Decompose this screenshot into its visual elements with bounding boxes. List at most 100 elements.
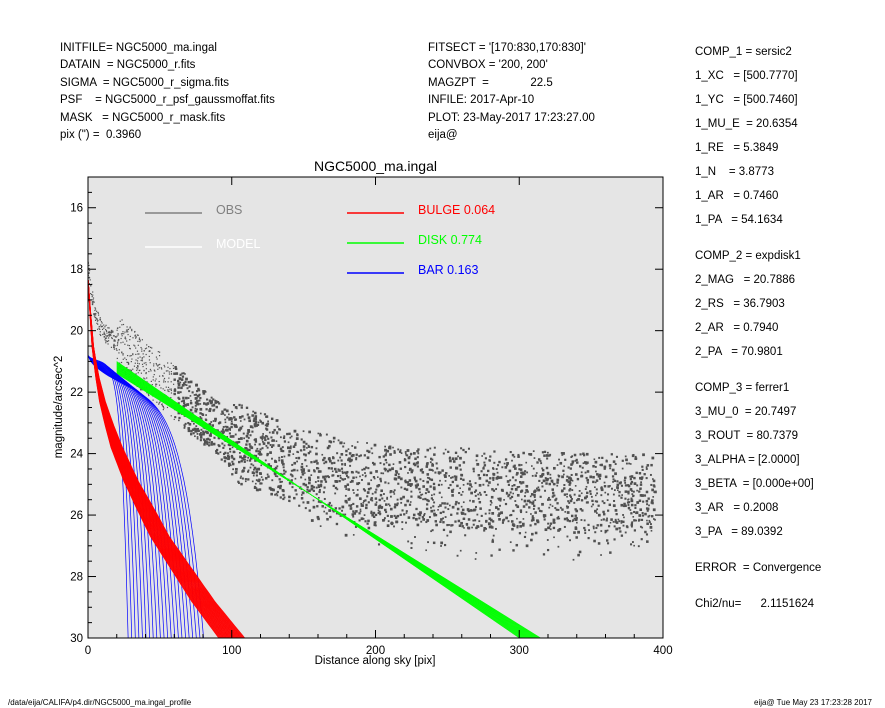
obs-point [412,516,415,520]
obs-point [556,464,559,466]
obs-point [604,529,608,533]
obs-point [422,518,426,521]
obs-point [196,394,200,398]
obs-point [645,466,648,469]
obs-point [621,459,624,462]
obs-point [511,453,515,457]
obs-point [407,540,410,543]
disk-line [116,373,541,638]
obs-point [109,334,111,336]
obs-point [468,488,471,491]
obs-point [152,379,154,381]
obs-point [396,502,399,505]
obs-point [199,436,203,439]
obs-point [589,492,592,495]
obs-point [521,522,525,526]
obs-point [120,342,122,344]
obs-point [454,457,458,461]
y-tick-label: 28 [70,572,83,584]
y-tick-label: 24 [70,449,83,461]
obs-point [392,446,394,449]
obs-point [442,452,445,455]
header_left-line: SIGMA = NGC5000_r_sigma.fits [60,76,230,89]
obs-point [638,499,642,503]
obs-point [154,380,156,382]
obs-point [195,425,198,428]
obs-point [585,485,588,488]
obs-point [541,451,545,454]
obs-point [612,504,616,508]
obs-point [283,435,286,438]
obs-point [117,341,119,343]
obs-point [177,382,180,385]
obs-point [106,330,108,332]
obs-point [547,526,550,529]
obs-point [254,438,257,441]
obs-point [141,389,143,391]
obs-point [508,469,512,473]
obs-point [447,486,450,489]
obs-point [266,452,269,456]
obs-point [458,524,462,527]
obs-point [529,501,532,504]
obs-point [426,480,430,484]
obs-point [579,465,582,468]
obs-point [606,529,609,532]
obs-point [170,370,172,373]
obs-point [584,529,587,532]
obs-point [419,478,422,481]
obs-point [454,503,457,506]
obs-point [444,480,447,482]
obs-point [505,491,508,494]
obs-point [377,511,380,515]
obs-point [293,429,297,433]
obs-point [440,496,443,499]
obs-point [210,443,213,446]
obs-point [369,498,373,501]
obs-point [179,391,182,394]
obs-point [583,461,587,464]
obs-point [288,481,292,485]
obs-point [243,466,246,470]
obs-point [102,333,104,336]
obs-point [563,465,566,468]
obs-point [222,452,226,456]
obs-point [434,471,437,474]
obs-point [630,543,633,546]
obs-point [414,457,417,461]
obs-point [614,509,618,512]
obs-point [316,462,319,465]
obs-point [440,541,444,545]
obs-point [378,498,381,502]
obs-point [552,466,556,470]
obs-point [334,486,338,490]
obs-point [356,493,359,496]
obs-point [93,315,96,317]
obs-point [128,344,130,347]
obs-point [512,549,515,552]
obs-point [229,435,233,438]
obs-point [217,436,221,440]
obs-point [345,449,348,453]
obs-point [460,493,463,496]
obs-point [395,471,398,474]
obs-point [169,388,171,390]
obs-point [640,518,644,521]
obs-point [281,446,284,449]
obs-point [416,483,420,486]
obs-point [127,328,130,331]
obs-point [606,499,609,502]
obs-point [238,416,242,419]
obs-point [251,430,254,433]
obs-point [437,508,439,511]
obs-point [649,521,651,524]
obs-point [148,355,150,358]
obs-point [441,469,444,472]
obs-point [477,497,480,500]
obs-point [484,527,487,530]
obs-point [532,500,535,503]
obs-point [139,356,141,358]
obs-point [531,532,534,536]
obs-point [379,512,382,515]
obs-point [149,362,151,364]
